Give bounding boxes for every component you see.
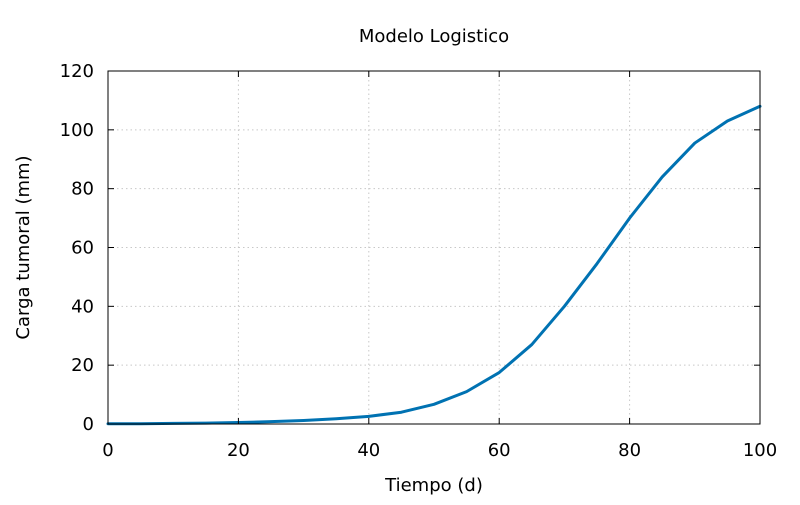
y-tick-label: 100	[60, 120, 94, 141]
x-tick-label: 100	[743, 440, 777, 461]
ticks: 0 20 40 60 80 100 0 20 40 60 80 100 120	[60, 61, 778, 461]
y-axis-title: Carga tumoral (mm)	[13, 155, 34, 339]
x-tick-label: 0	[102, 440, 113, 461]
x-tick-label: 20	[227, 440, 250, 461]
series-layer	[106, 104, 762, 426]
x-axis-title: Tiempo (d)	[384, 475, 483, 496]
y-tick-label: 40	[71, 296, 94, 317]
y-tick-label: 80	[71, 179, 94, 200]
chart-title: Modelo Logistico	[359, 26, 509, 47]
x-tick-label: 60	[488, 440, 511, 461]
y-tick-label: 0	[83, 414, 94, 435]
y-tick-label: 20	[71, 355, 94, 376]
series-line	[106, 104, 762, 426]
y-tick-label: 120	[60, 61, 94, 82]
x-tick-label: 80	[618, 440, 641, 461]
y-tick-label: 60	[71, 238, 94, 259]
grid	[108, 71, 760, 424]
x-tick-label: 40	[357, 440, 380, 461]
